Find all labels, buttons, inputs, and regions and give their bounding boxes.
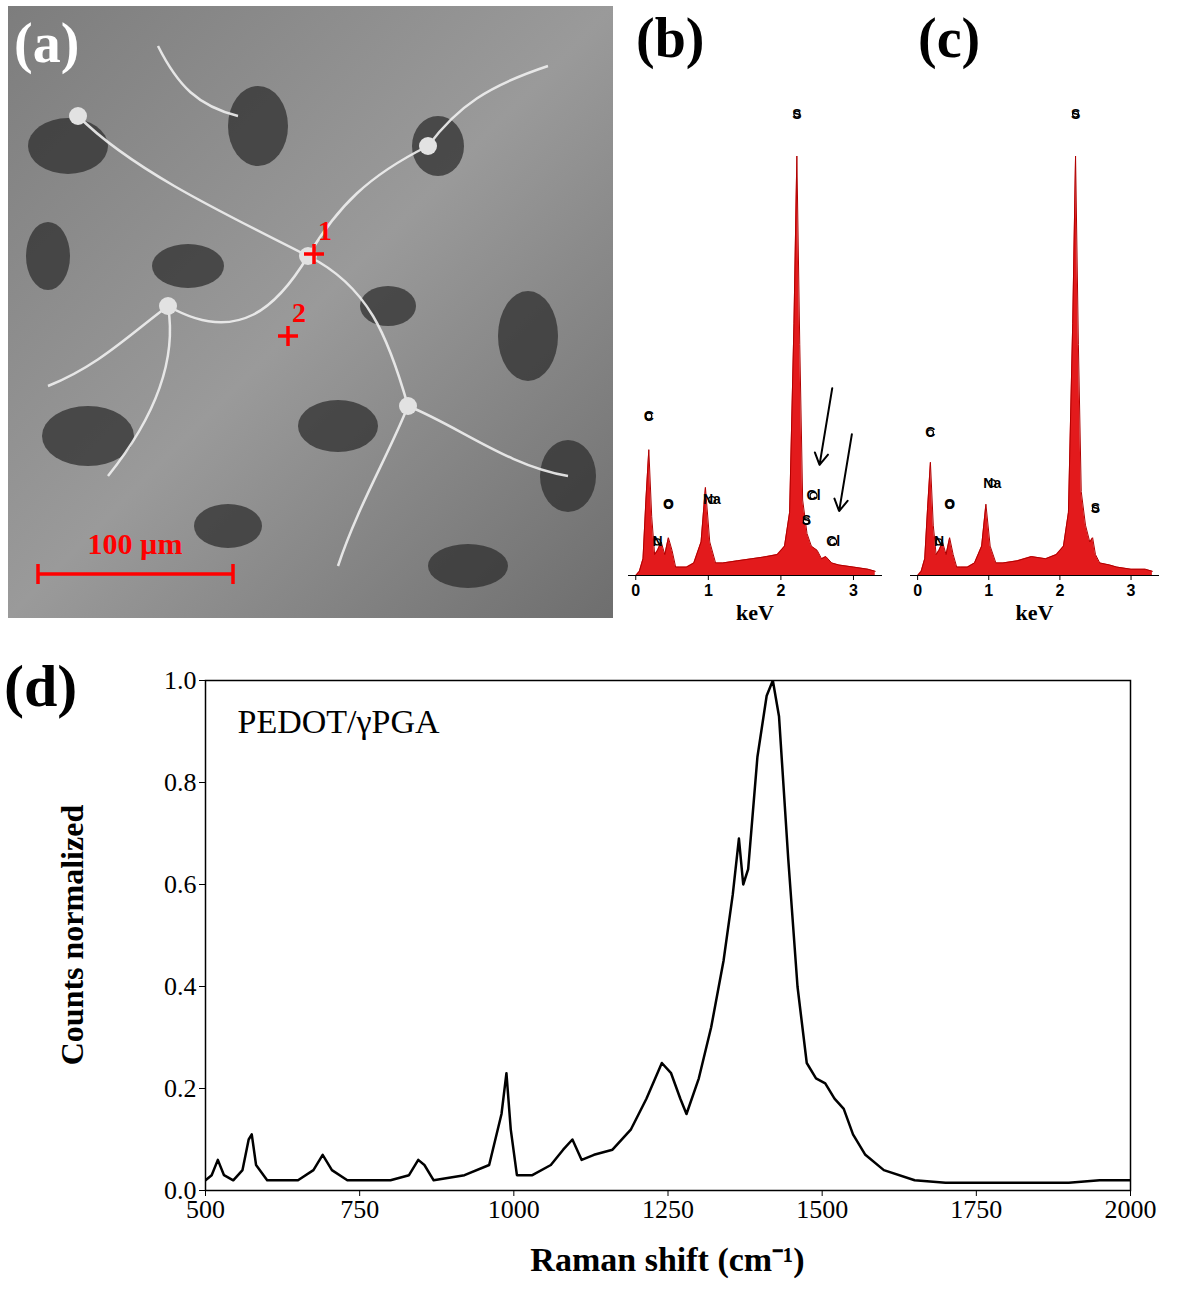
svg-text:PEDOT/γPGA: PEDOT/γPGA	[238, 703, 440, 740]
svg-text:500: 500	[186, 1195, 225, 1224]
svg-text:1250: 1250	[642, 1195, 694, 1224]
svg-text:Na: Na	[983, 475, 1001, 491]
svg-text:1.0: 1.0	[164, 666, 197, 695]
html-text:Counts normalized: Counts normalized	[54, 804, 90, 1066]
svg-text:2: 2	[292, 297, 306, 328]
svg-text:1: 1	[318, 215, 332, 246]
svg-text:N: N	[652, 533, 662, 549]
svg-text:C: C	[925, 424, 935, 440]
svg-text:0.8: 0.8	[164, 768, 197, 797]
svg-text:1: 1	[984, 582, 993, 599]
svg-text:1750: 1750	[950, 1195, 1002, 1224]
svg-text:0.6: 0.6	[164, 870, 197, 899]
svg-text:0: 0	[913, 582, 922, 599]
svg-text:O: O	[944, 496, 955, 512]
svg-text:1: 1	[704, 582, 713, 599]
svg-text:750: 750	[340, 1195, 379, 1224]
svg-text:(a): (a)	[14, 12, 79, 75]
svg-text:3: 3	[1127, 582, 1136, 599]
svg-text:C: C	[644, 408, 654, 424]
svg-text:S: S	[1071, 106, 1080, 122]
svg-text:100 µm: 100 µm	[88, 527, 183, 560]
svg-text:1500: 1500	[796, 1195, 848, 1224]
html-text:(b): (b)	[636, 7, 705, 69]
html-text:(c): (c)	[918, 7, 981, 69]
svg-text:0: 0	[631, 582, 640, 599]
svg-text:S: S	[792, 106, 801, 122]
svg-text:0.0: 0.0	[164, 1175, 197, 1205]
svg-text:Cl: Cl	[826, 533, 840, 549]
svg-text:Cl: Cl	[807, 487, 821, 503]
svg-text:2: 2	[1055, 582, 1064, 599]
html-text:keV: keV	[736, 600, 774, 625]
svg-text:Na: Na	[703, 491, 721, 507]
svg-text:S: S	[802, 512, 811, 528]
svg-text:0.4: 0.4	[164, 972, 197, 1001]
html-text:keV: keV	[1015, 600, 1054, 625]
svg-text:0.2: 0.2	[164, 1074, 197, 1103]
svg-text:3: 3	[849, 582, 858, 599]
html-text:Raman shift (cm⁻¹): Raman shift (cm⁻¹)	[530, 1241, 805, 1278]
svg-text:2000: 2000	[1105, 1195, 1157, 1224]
svg-text:1000: 1000	[488, 1195, 540, 1224]
svg-text:N: N	[934, 533, 944, 549]
svg-text:S: S	[1091, 500, 1100, 516]
svg-text:2: 2	[776, 582, 785, 599]
html-text:(d): (d)	[4, 653, 78, 719]
svg-text:O: O	[663, 496, 674, 512]
